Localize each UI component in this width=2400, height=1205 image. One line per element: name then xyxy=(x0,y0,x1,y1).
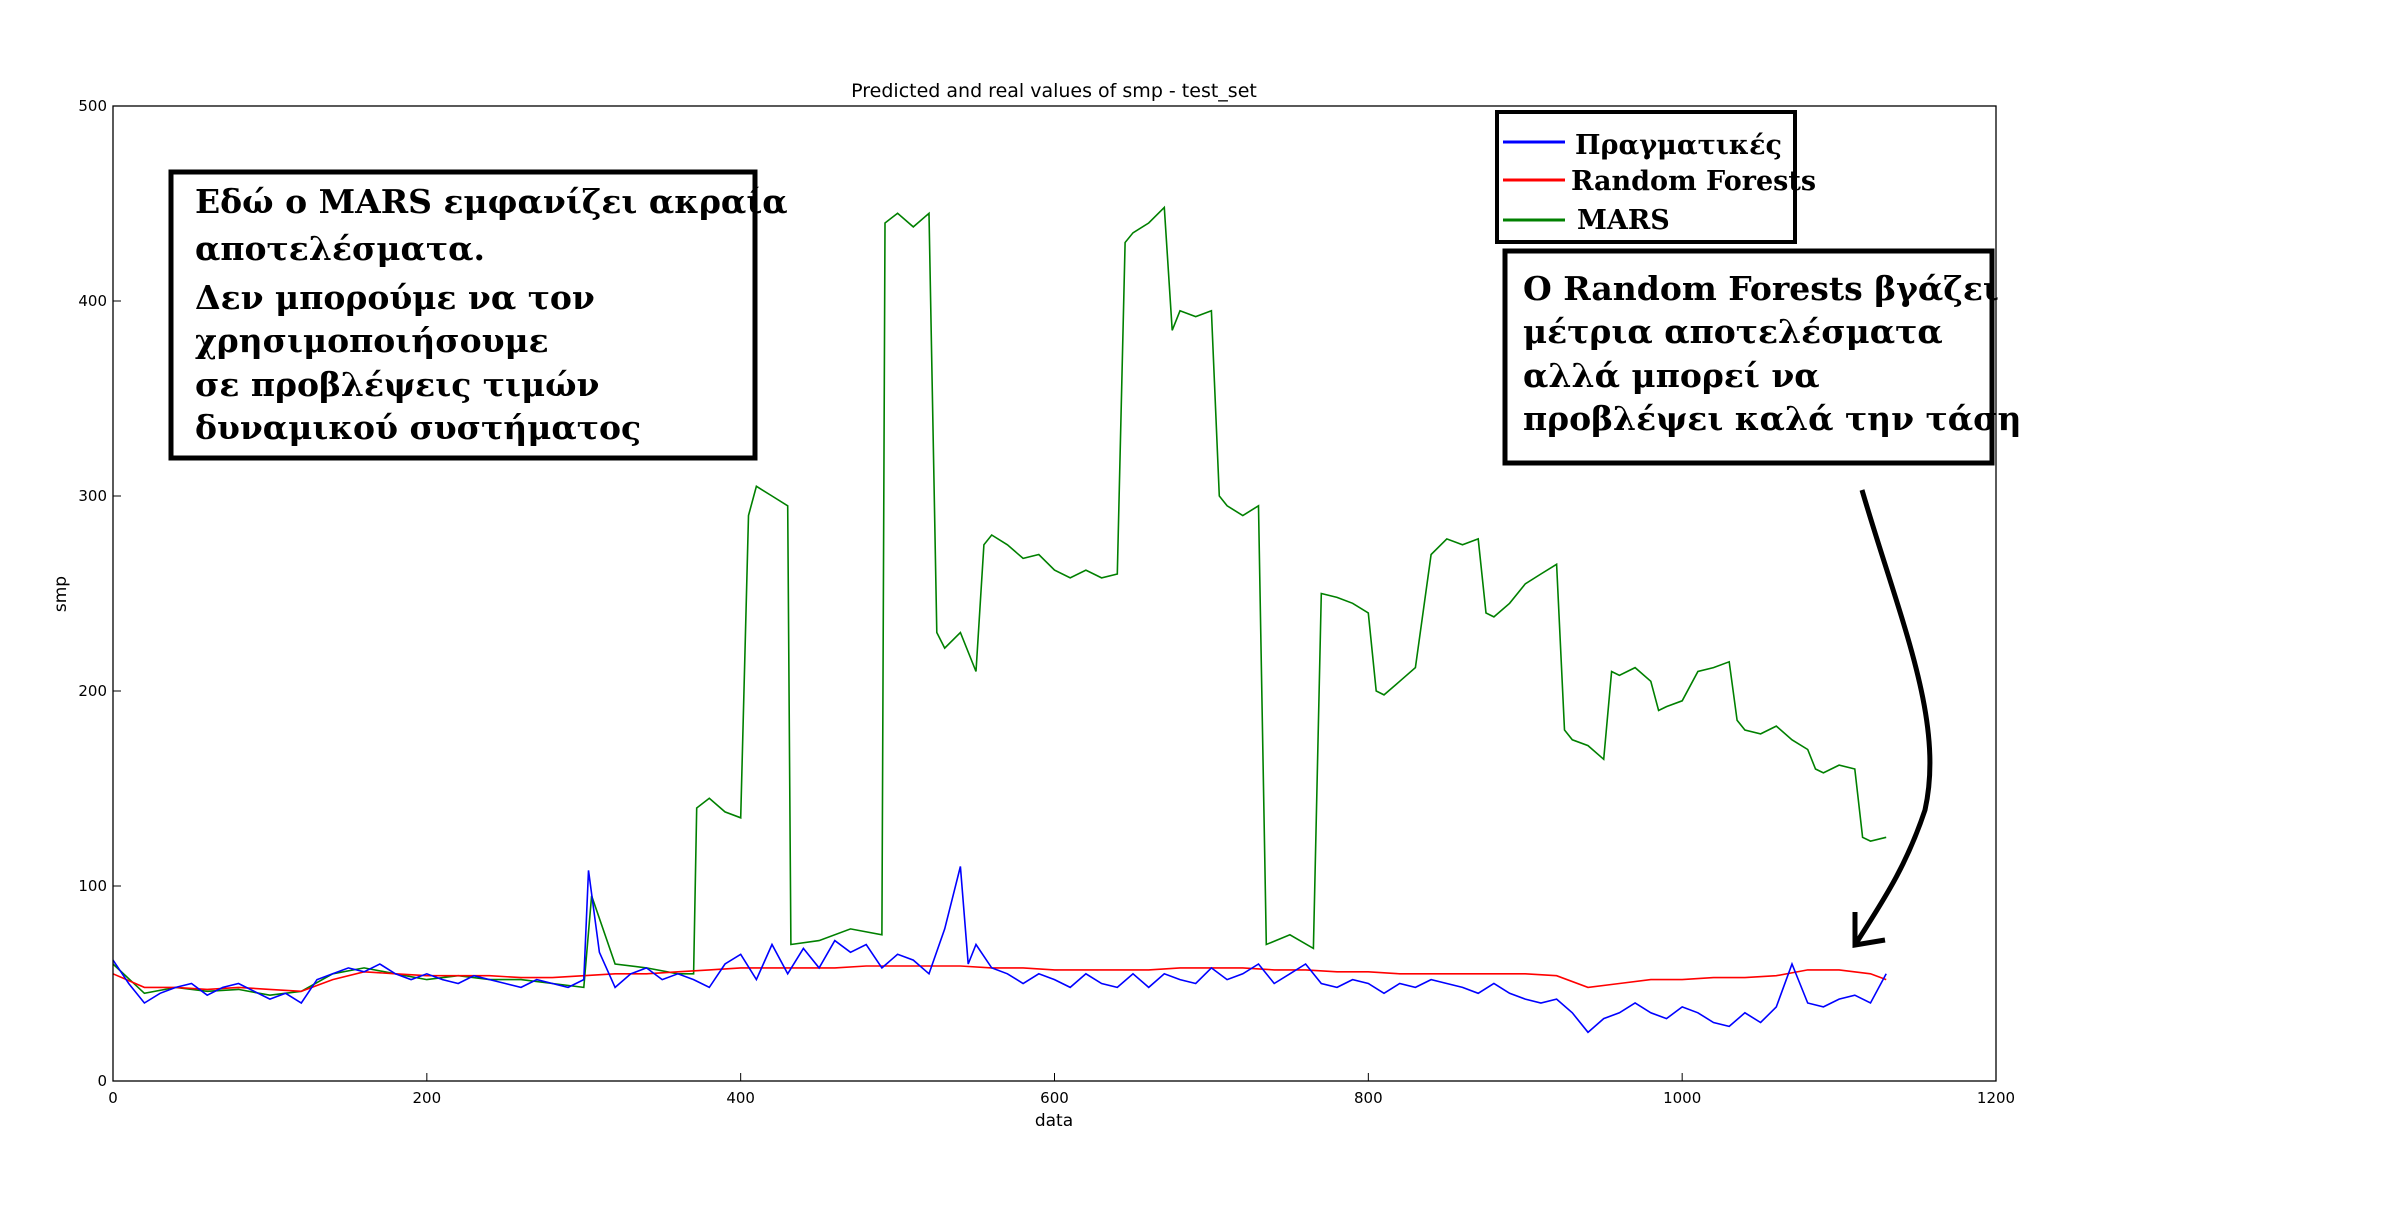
annotation-rf-box xyxy=(1502,248,1995,466)
chart-title: Predicted and real values of smp - test_… xyxy=(851,80,1257,102)
x-tick-label: 600 xyxy=(1040,1089,1069,1107)
y-axis-title: smp xyxy=(51,576,71,612)
annotation-mars-box xyxy=(168,169,758,461)
series-line-0 xyxy=(112,866,1887,1034)
axes: 0 200 400 600 800 1000 1200 0 100 200 300 400 500 xyxy=(78,97,2015,1107)
y-tick-label: 500 xyxy=(78,97,107,115)
annotation-mars: Εδώ ο MARS εμφανίζει ακραία αποτελέσματα… xyxy=(168,169,788,461)
legend-label-rf: Random Forests xyxy=(1571,166,1816,197)
y-tick-label: 400 xyxy=(78,292,107,310)
annotation-rf-line-2: μέτρια αποτελέσματα xyxy=(1523,312,1943,351)
annotation-rf: Ο Random Forests βγάζει μέτρια αποτελέσμ… xyxy=(1502,248,2021,466)
x-axis-title: data xyxy=(1035,1111,1073,1131)
x-tick-label: 200 xyxy=(413,1089,442,1107)
x-tick-label: 1200 xyxy=(1977,1089,2015,1107)
y-tick-label: 300 xyxy=(78,487,107,505)
plot-frame xyxy=(112,105,1997,1082)
y-tick-label: 100 xyxy=(78,877,107,895)
annotation-mars-line-2: αποτελέσματα. xyxy=(195,229,485,268)
series-line-1 xyxy=(112,965,1887,993)
series-line-2 xyxy=(112,205,1887,997)
annotation-mars-line-3: Δεν μπορούμε να τον xyxy=(195,278,595,317)
annotation-rf-line-4: προβλέψει καλά την τάση xyxy=(1523,399,2021,438)
annotation-mars-line-6: δυναμικού συστήματος xyxy=(195,408,641,447)
x-tick-label: 800 xyxy=(1354,1089,1383,1107)
annotation-arrow xyxy=(1852,489,1933,947)
annotation-arrowhead xyxy=(1852,912,1886,948)
legend: Πραγματικές Random Forests MARS xyxy=(1495,110,1816,244)
annotation-mars-line-4: χρησιμοποιήσουμε xyxy=(195,321,549,360)
annotation-rf-line-3: αλλά μπορεί να xyxy=(1523,356,1820,395)
annotation-mars-line-1: Εδώ ο MARS εμφανίζει ακραία xyxy=(195,182,788,221)
x-tick-label: 1000 xyxy=(1663,1089,1701,1107)
annotation-mars-line-5: σε προβλέψεις τιμών xyxy=(195,365,599,404)
legend-label-real: Πραγματικές xyxy=(1575,130,1782,161)
y-tick-label: 200 xyxy=(78,682,107,700)
x-tick-label: 0 xyxy=(108,1089,118,1107)
legend-label-mars: MARS xyxy=(1577,205,1670,236)
y-tick-label: 0 xyxy=(97,1072,107,1090)
series-layer xyxy=(112,205,1887,1034)
annotation-rf-line-1: Ο Random Forests βγάζει xyxy=(1523,269,1999,308)
x-tick-label: 400 xyxy=(726,1089,755,1107)
